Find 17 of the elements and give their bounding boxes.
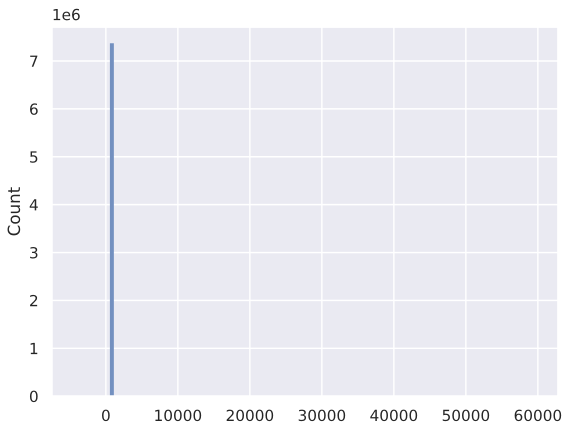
x-tick-label: 60000	[514, 410, 562, 422]
y-axis-title: Count	[8, 187, 20, 236]
y-tick-label: 6	[30, 103, 38, 115]
text: 1e6	[54, 8, 80, 20]
y-tick-label: 4	[30, 199, 38, 210]
x-tick-label: 30000	[298, 410, 346, 422]
y-tick-label: 1	[30, 342, 38, 354]
x-tick-label: 10000	[155, 410, 202, 422]
x-tick-label: 0	[102, 410, 110, 422]
x-tick-label: 20000	[226, 410, 274, 422]
y-tick-label: 5	[30, 151, 38, 163]
y-tick-label: 3	[30, 246, 38, 259]
y-tick-label: 2	[30, 294, 38, 306]
x-tick-label: 50000	[442, 410, 490, 422]
y-tick-label: 0	[30, 390, 38, 402]
y-tick-label: 7	[30, 56, 38, 67]
x-tick-label: 40000	[370, 410, 418, 422]
